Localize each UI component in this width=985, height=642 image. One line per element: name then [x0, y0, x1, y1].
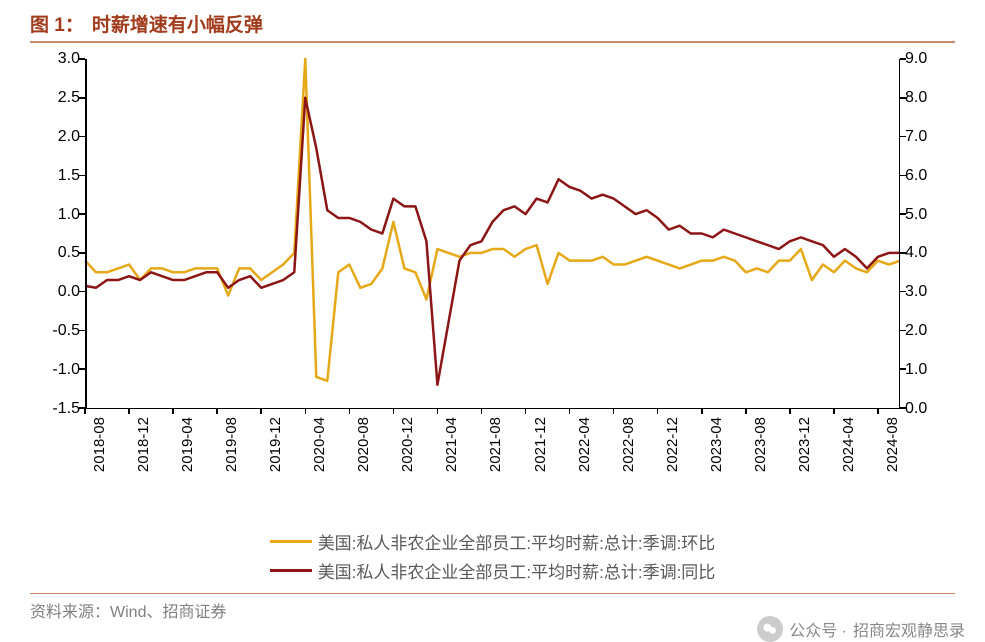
x-tick-label: 2019-08	[223, 417, 240, 472]
right-axis-line	[899, 59, 901, 408]
left-tick-label: 0.0	[30, 284, 80, 300]
legend-swatch	[270, 540, 312, 543]
source-text: Wind、招商证券	[110, 604, 226, 621]
right-tick-label: 1.0	[905, 362, 955, 378]
right-tick-label: 5.0	[905, 207, 955, 223]
left-tick-label: 2.5	[30, 90, 80, 106]
chart-area: 3.0 2.5 2.0 1.5 1.0 0.5 0.0 -0.5 -1.0 -1.5 9.0 8.0…	[30, 49, 955, 529]
source-label: 资料来源：	[30, 604, 110, 621]
title-prefix: 图 1：	[30, 10, 84, 37]
right-tick-label: 7.0	[905, 129, 955, 145]
wechat-icon	[757, 616, 783, 642]
legend-swatch	[270, 569, 312, 572]
left-tick-label: 2.0	[30, 129, 80, 145]
legend-item: 美国:私人非农企业全部员工:平均时薪:总计:季调:环比	[270, 529, 716, 554]
x-tick-label: 2020-12	[399, 417, 416, 472]
left-tick-label: -1.0	[30, 362, 80, 378]
left-tick-label: 0.5	[30, 245, 80, 261]
left-tick-label: -1.5	[30, 401, 80, 417]
right-tick-label: 2.0	[905, 323, 955, 339]
x-tick-label: 2021-12	[532, 417, 549, 472]
right-tick-label: 4.0	[905, 245, 955, 261]
x-tick-label: 2019-04	[179, 417, 196, 472]
x-tick-label: 2022-08	[620, 417, 637, 472]
y-axis-right: 9.08.07.06.05.04.03.02.01.00.0	[905, 59, 955, 409]
legend-label: 美国:私人非农企业全部员工:平均时薪:总计:季调:同比	[318, 558, 716, 583]
x-tick-label: 2018-12	[135, 417, 152, 472]
left-tick-label: 1.5	[30, 168, 80, 184]
y-axis-left: 3.02.52.01.51.00.50.0-0.5-1.0-1.5	[30, 59, 80, 409]
x-tick-label: 2018-08	[91, 417, 108, 472]
right-tick-label: 8.0	[905, 90, 955, 106]
legend-label: 美国:私人非农企业全部员工:平均时薪:总计:季调:环比	[318, 529, 716, 554]
right-tick-label: 3.0	[905, 284, 955, 300]
x-tick-label: 2022-12	[664, 417, 681, 472]
x-tick-label: 2021-08	[487, 417, 504, 472]
x-tick-label: 2021-04	[443, 417, 460, 472]
x-tick-label: 2019-12	[267, 417, 284, 472]
legend-item: 美国:私人非农企业全部员工:平均时薪:总计:季调:同比	[270, 558, 716, 583]
x-tick-label: 2024-08	[884, 417, 901, 472]
x-tick-label: 2023-08	[752, 417, 769, 472]
x-tick-label: 2020-08	[355, 417, 372, 472]
watermark-text: 招商宏观静思录	[853, 617, 965, 641]
right-tick-label: 6.0	[905, 168, 955, 184]
title-text: 时薪增速有小幅反弹	[92, 10, 263, 37]
line-series	[85, 59, 900, 381]
left-tick-label: 1.0	[30, 207, 80, 223]
right-tick-label: 0.0	[905, 401, 955, 417]
x-tick-label: 2020-04	[311, 417, 328, 472]
x-tick-label: 2022-04	[576, 417, 593, 472]
watermark-prefix: 公众号 ·	[789, 617, 847, 641]
line-graph-svg	[85, 59, 900, 408]
left-tick-label: 3.0	[30, 51, 80, 67]
legend: 美国:私人非农企业全部员工:平均时薪:总计:季调:环比美国:私人非农企业全部员工…	[30, 529, 955, 583]
left-axis-line	[85, 59, 87, 408]
watermark: 公众号 · 招商宏观静思录	[757, 616, 965, 642]
chart-container: 图 1： 时薪增速有小幅反弹 3.0 2.5 2.0 1.5 1.0 0.5 0.0 -0.5…	[0, 0, 985, 642]
x-tick-label: 2024-04	[840, 417, 857, 472]
x-tick-label: 2023-04	[708, 417, 725, 472]
x-axis-labels: 2018-08 2018-12 2019-04 2019-08 2019-12 2020-…	[85, 409, 900, 529]
left-tick-label: -0.5	[30, 323, 80, 339]
plot-area	[85, 59, 900, 409]
x-tick-label: 2023-12	[796, 417, 813, 472]
chart-title-row: 图 1： 时薪增速有小幅反弹	[30, 10, 955, 43]
line-series	[85, 98, 900, 385]
right-tick-label: 9.0	[905, 51, 955, 67]
